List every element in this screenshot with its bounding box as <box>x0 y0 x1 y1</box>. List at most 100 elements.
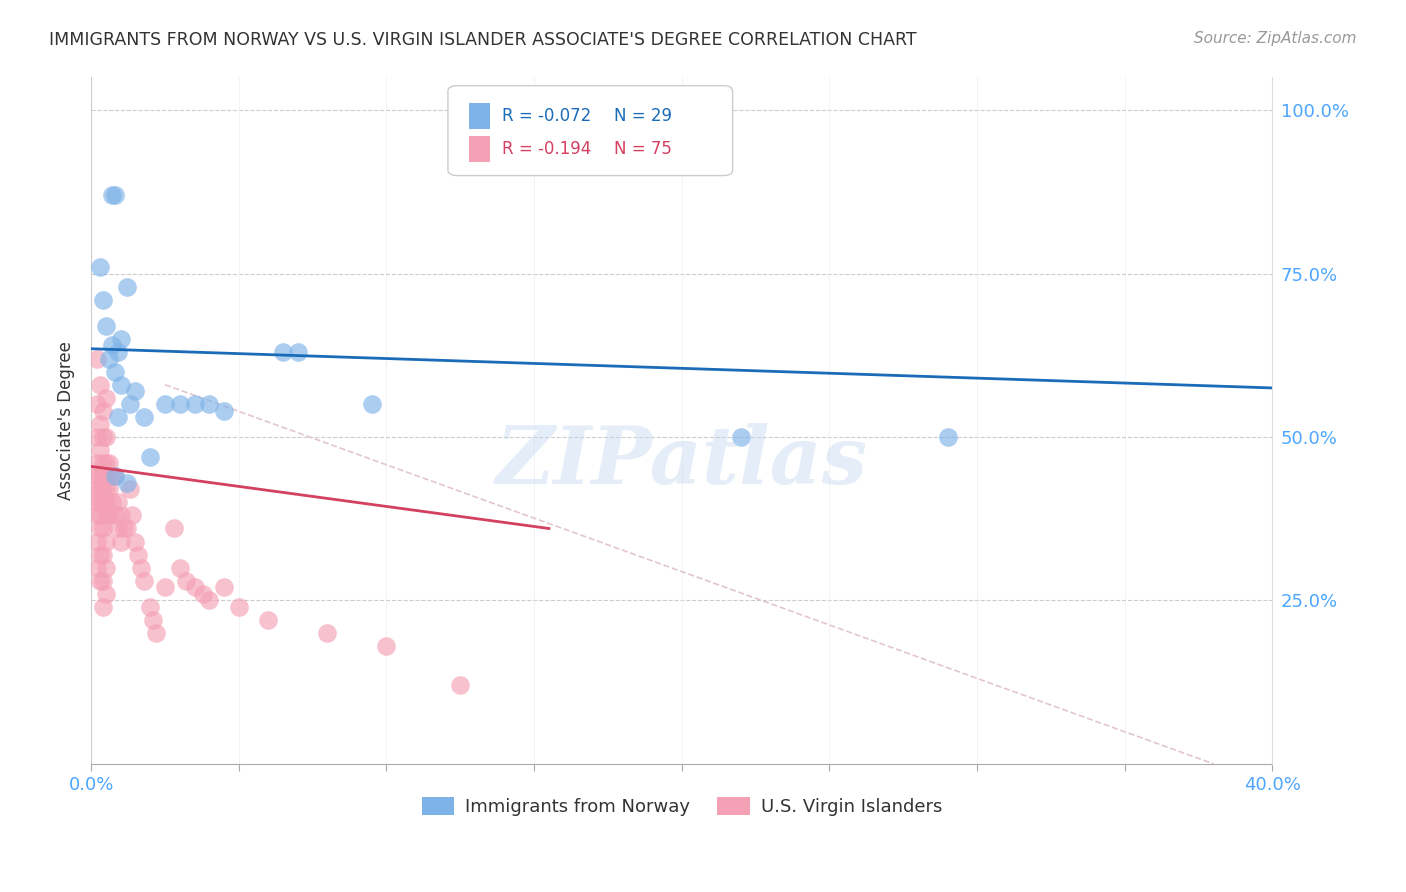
Point <box>91 293 114 307</box>
Point <box>104 469 127 483</box>
Point <box>101 495 124 509</box>
Point <box>145 626 167 640</box>
Point <box>89 508 111 523</box>
Point <box>86 560 108 574</box>
Text: Source: ZipAtlas.com: Source: ZipAtlas.com <box>1194 31 1357 46</box>
Point <box>86 351 108 366</box>
Point <box>257 613 280 627</box>
Point <box>86 430 108 444</box>
Point <box>936 430 959 444</box>
Point <box>91 430 114 444</box>
Point <box>94 391 117 405</box>
Point <box>94 560 117 574</box>
Point <box>101 338 124 352</box>
Point <box>153 580 176 594</box>
Point <box>153 397 176 411</box>
Point <box>118 397 141 411</box>
Point <box>110 508 132 523</box>
Point <box>94 469 117 483</box>
Point <box>91 456 114 470</box>
Point <box>107 345 129 359</box>
Point <box>730 430 752 444</box>
Point <box>91 548 114 562</box>
Point <box>183 580 205 594</box>
Text: N = 75: N = 75 <box>614 140 672 158</box>
Point <box>94 483 117 497</box>
Text: N = 29: N = 29 <box>614 107 672 125</box>
Point <box>94 495 117 509</box>
Point <box>121 508 143 523</box>
Point <box>198 397 221 411</box>
Point <box>104 188 127 202</box>
Point <box>91 469 114 483</box>
Point <box>115 521 138 535</box>
Point <box>101 469 124 483</box>
Point <box>89 417 111 431</box>
Point <box>174 574 197 588</box>
Point <box>110 377 132 392</box>
Point <box>134 410 156 425</box>
Point <box>107 410 129 425</box>
Point <box>89 495 111 509</box>
Point <box>86 534 108 549</box>
Point <box>94 534 117 549</box>
Point <box>97 351 120 366</box>
Point <box>91 599 114 614</box>
Point <box>86 483 108 497</box>
Point <box>94 456 117 470</box>
Point <box>89 574 111 588</box>
Point <box>94 508 117 523</box>
Point <box>94 430 117 444</box>
Point <box>127 548 149 562</box>
Point <box>104 469 127 483</box>
Point <box>86 456 108 470</box>
FancyBboxPatch shape <box>470 136 491 161</box>
Point <box>91 574 114 588</box>
Text: ZIPatlas: ZIPatlas <box>496 423 868 500</box>
Text: R = -0.194: R = -0.194 <box>502 140 592 158</box>
Point <box>228 599 250 614</box>
Point <box>360 397 382 411</box>
Point <box>86 508 108 523</box>
Point <box>89 260 111 274</box>
Point <box>107 521 129 535</box>
Point <box>115 279 138 293</box>
Point <box>86 469 108 483</box>
Point <box>316 626 339 640</box>
Point <box>124 384 146 399</box>
Point <box>287 345 309 359</box>
Point <box>183 397 205 411</box>
Point <box>169 397 191 411</box>
Point <box>89 548 111 562</box>
Point <box>142 613 165 627</box>
Point <box>212 580 235 594</box>
Y-axis label: Associate's Degree: Associate's Degree <box>58 342 75 500</box>
Point <box>112 521 135 535</box>
Point <box>212 404 235 418</box>
Point <box>134 574 156 588</box>
Point <box>110 332 132 346</box>
Point <box>94 587 117 601</box>
Point <box>101 188 124 202</box>
Point <box>97 508 120 523</box>
Point <box>124 534 146 549</box>
Point <box>86 397 108 411</box>
Point <box>198 593 221 607</box>
Point <box>89 443 111 458</box>
Point <box>89 483 111 497</box>
Point <box>91 495 114 509</box>
Point <box>91 404 114 418</box>
Point <box>131 560 153 574</box>
Point <box>139 450 162 464</box>
Point <box>449 678 471 692</box>
Point <box>86 495 108 509</box>
Text: R = -0.072: R = -0.072 <box>502 107 592 125</box>
Point <box>97 483 120 497</box>
Point <box>118 483 141 497</box>
FancyBboxPatch shape <box>449 86 733 176</box>
Point <box>89 469 111 483</box>
Point <box>91 483 114 497</box>
Point <box>89 521 111 535</box>
Point <box>115 475 138 490</box>
Point <box>104 508 127 523</box>
